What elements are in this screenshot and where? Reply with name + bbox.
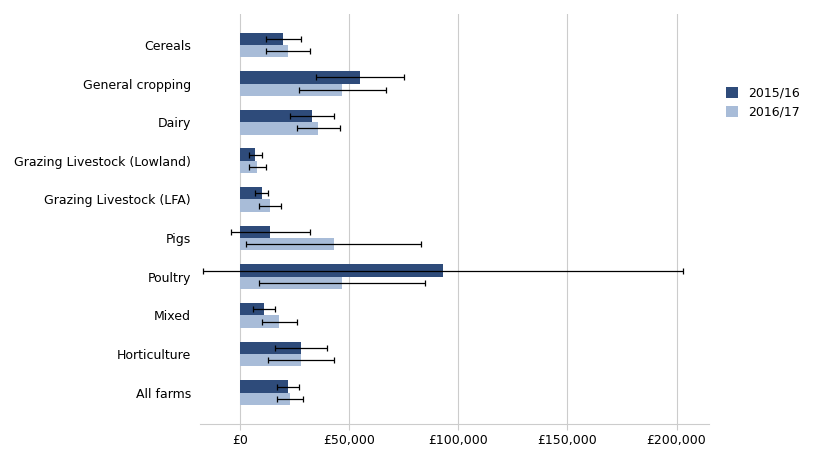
- Bar: [239, 33, 283, 45]
- Bar: [239, 83, 342, 96]
- Bar: [239, 354, 301, 366]
- Legend: 2015/16, 2016/17: 2015/16, 2016/17: [720, 82, 804, 124]
- Bar: [239, 122, 318, 135]
- Bar: [239, 265, 442, 277]
- Bar: [239, 303, 264, 315]
- Bar: [239, 71, 360, 83]
- Bar: [239, 200, 270, 212]
- Bar: [239, 187, 261, 200]
- Bar: [239, 110, 311, 122]
- Bar: [239, 45, 287, 57]
- Bar: [239, 226, 270, 238]
- Bar: [239, 277, 342, 289]
- Bar: [239, 342, 301, 354]
- Bar: [239, 393, 290, 405]
- Bar: [239, 315, 278, 328]
- Bar: [239, 238, 333, 250]
- Bar: [239, 161, 257, 173]
- Bar: [239, 148, 255, 161]
- Bar: [239, 380, 287, 393]
